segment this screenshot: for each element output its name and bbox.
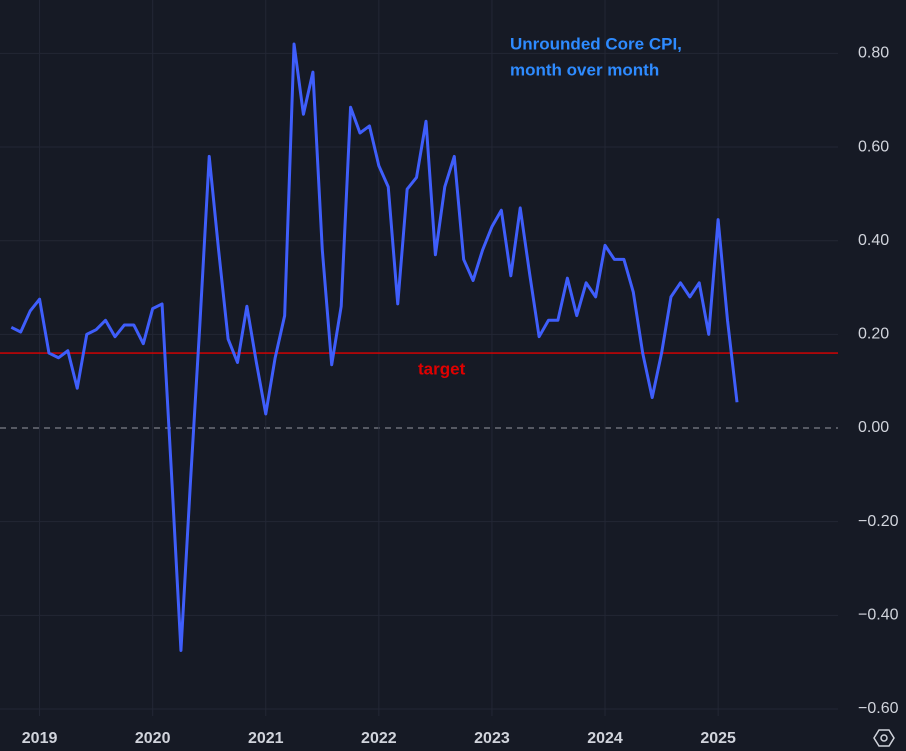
x-tick-label: 2022 — [361, 730, 397, 747]
marks: target — [0, 42, 838, 652]
x-tick-label: 2025 — [700, 730, 736, 747]
y-tick-label: 0.00 — [858, 419, 889, 436]
grid — [0, 0, 838, 716]
target-label: target — [418, 360, 466, 379]
y-tick-label: −0.40 — [858, 607, 899, 624]
settings-icon[interactable] — [873, 729, 895, 747]
y-tick-label: 0.60 — [858, 138, 889, 155]
y-axis: 0.80 0.60 0.40 0.20 0.00 −0.20 −0.40 −0.60 — [858, 45, 899, 717]
x-tick-label: 2019 — [22, 730, 58, 747]
y-tick-label: −0.60 — [858, 700, 899, 717]
x-tick-label: 2024 — [587, 730, 623, 747]
line-series — [10, 42, 739, 652]
y-tick-label: 0.40 — [858, 232, 889, 249]
y-tick-label: 0.20 — [858, 326, 889, 343]
x-tick-label: 2021 — [248, 730, 284, 747]
chart-title: month over month — [510, 60, 659, 79]
y-tick-label: 0.80 — [858, 45, 889, 62]
x-axis: 2019 2020 2021 2022 2023 2024 2025 — [22, 730, 736, 747]
x-tick-label: 2023 — [474, 730, 510, 747]
chart-title: Unrounded Core CPI, — [510, 34, 682, 53]
y-tick-label: −0.20 — [858, 513, 899, 530]
x-tick-label: 2020 — [135, 730, 171, 747]
